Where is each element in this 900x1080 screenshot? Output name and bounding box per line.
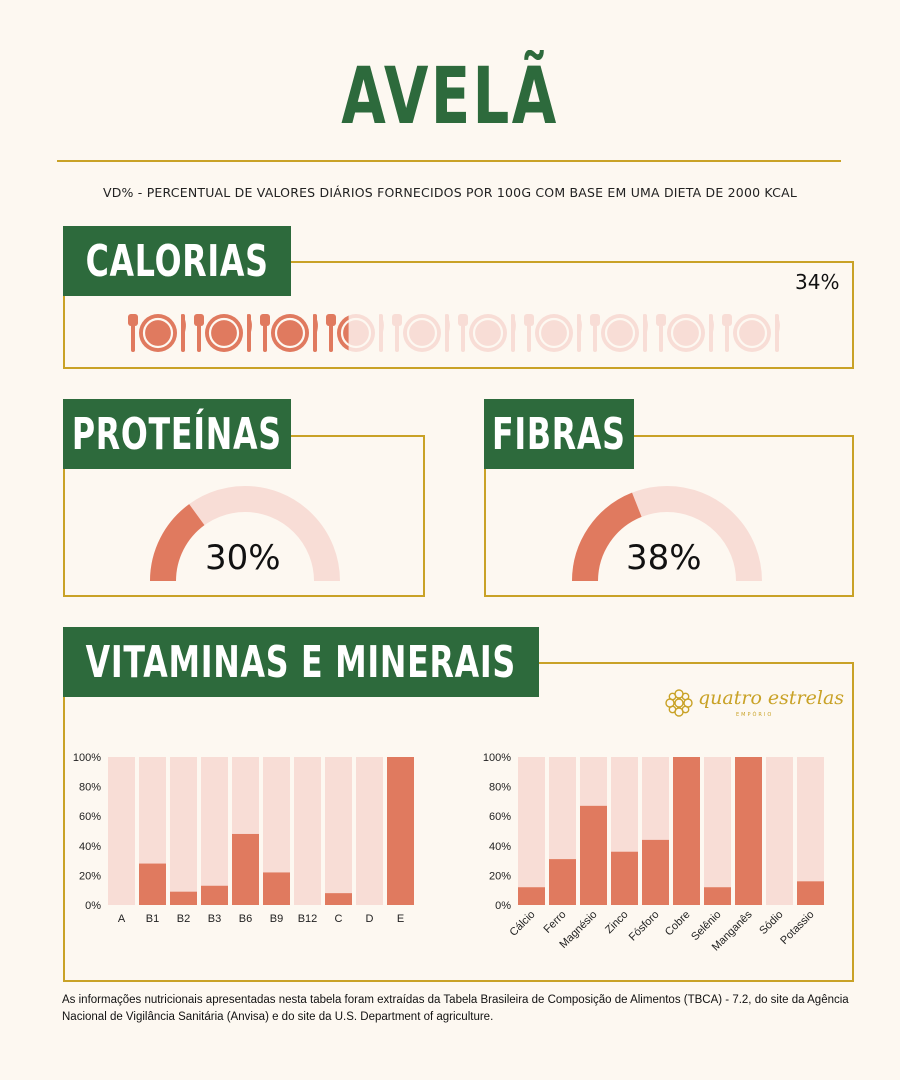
x-tick-label: Potassio (778, 909, 816, 947)
vitamins-bar-chart: 0% 20% 40% 60% 80% 100% A B1 B2 B3 B6 B9 B12 C D E (73, 752, 414, 925)
y-tick-label: 20% (79, 870, 101, 882)
subtitle: VD% - PERCENTUAL DE VALORES DIÁRIOS FORN… (102, 185, 797, 200)
logo-mandala-icon (665, 689, 693, 717)
y-tick-label: 80% (79, 782, 101, 794)
source-footnote: As informações nutricionais apresentadas… (62, 994, 849, 1024)
bar (518, 887, 545, 905)
x-tick-label: B3 (208, 913, 221, 925)
y-tick-label: 60% (79, 811, 101, 823)
bar (549, 859, 576, 905)
x-tick-label: B2 (177, 913, 190, 925)
x-tick-label: A (118, 913, 126, 925)
plate-with-cutlery-icon (128, 314, 186, 352)
bar-background (170, 757, 197, 905)
calorias-tag: CALORIAS (63, 226, 291, 296)
brand-logo: quatro estrelas EMPÓRIO (664, 686, 844, 722)
calorias-percent: 34% (795, 270, 840, 294)
bar (704, 887, 731, 905)
y-tick-label: 100% (73, 752, 101, 764)
gauge-fill (572, 492, 643, 582)
x-tick-label: B6 (239, 913, 252, 925)
y-tick-label: 0% (85, 900, 101, 912)
gauge-fill (150, 504, 205, 582)
x-tick-label: E (397, 913, 404, 925)
bar (201, 885, 228, 905)
bar (642, 839, 669, 905)
bar (673, 757, 700, 905)
fibras-tag: FIBRAS (484, 399, 634, 469)
bar-background (356, 757, 383, 905)
vitaminas-label: VITAMINAS E MINERAIS (85, 636, 517, 688)
bar (139, 863, 166, 905)
proteinas-tag: PROTEÍNAS (63, 399, 291, 469)
x-tick-label: Sódio (757, 909, 785, 937)
plate-with-cutlery-icon (260, 314, 318, 352)
fibras-percent: 38% (626, 538, 702, 578)
calorias-label: CALORIAS (85, 235, 269, 287)
x-tick-label: Zinco (603, 909, 631, 937)
y-tick-label: 100% (483, 752, 511, 764)
bar (232, 833, 259, 905)
title-divider (57, 160, 841, 162)
bar-background (704, 757, 731, 905)
y-tick-label: 60% (489, 811, 511, 823)
proteinas-label: PROTEÍNAS (72, 408, 282, 460)
plate-with-cutlery-icon (458, 314, 516, 352)
bar (735, 757, 762, 905)
calorias-frame (63, 261, 854, 369)
bar (170, 891, 197, 905)
fibras-gauge (572, 486, 762, 582)
proteinas-gauge (150, 486, 340, 582)
logo-text: quatro estrelas (698, 687, 845, 709)
bar (325, 893, 352, 905)
calorias-icon-row (128, 314, 780, 352)
plate-with-cutlery-icon (590, 314, 648, 352)
x-tick-label: Cobre (663, 909, 693, 939)
fibras-label: FIBRAS (492, 408, 626, 460)
y-tick-label: 20% (489, 870, 511, 882)
y-tick-label: 40% (79, 841, 101, 853)
bar (611, 851, 638, 905)
x-tick-label: C (335, 913, 343, 925)
bar (387, 757, 414, 905)
y-tick-label: 0% (495, 900, 511, 912)
bar-background (294, 757, 321, 905)
bar-background (325, 757, 352, 905)
plate-with-cutlery-icon (392, 314, 450, 352)
bar-background (518, 757, 545, 905)
y-tick-label: 40% (489, 841, 511, 853)
plate-with-cutlery-icon (326, 314, 384, 352)
bar (797, 881, 824, 905)
proteinas-percent: 30% (205, 538, 281, 578)
x-tick-label: D (366, 913, 374, 925)
page-title: AVELÃ (341, 52, 559, 142)
y-tick-label: 80% (489, 782, 511, 794)
bar-background (766, 757, 793, 905)
plate-with-cutlery-icon (656, 314, 714, 352)
x-tick-label: B9 (270, 913, 283, 925)
plate-with-cutlery-icon (524, 314, 582, 352)
bar (580, 805, 607, 905)
x-tick-label: Fósforo (627, 909, 662, 944)
x-tick-label: Cálcio (508, 909, 538, 939)
logo-subtext: EMPÓRIO (736, 712, 774, 718)
vitaminas-tag: VITAMINAS E MINERAIS (63, 627, 539, 697)
bar-background (797, 757, 824, 905)
x-tick-label: B12 (298, 913, 318, 925)
bar-background (201, 757, 228, 905)
bar (263, 872, 290, 905)
x-tick-label: Ferro (542, 909, 569, 936)
fibras-frame (484, 435, 854, 597)
bar-background (108, 757, 135, 905)
x-tick-label: B1 (146, 913, 159, 925)
plate-with-cutlery-icon (194, 314, 252, 352)
plate-with-cutlery-icon (722, 314, 780, 352)
